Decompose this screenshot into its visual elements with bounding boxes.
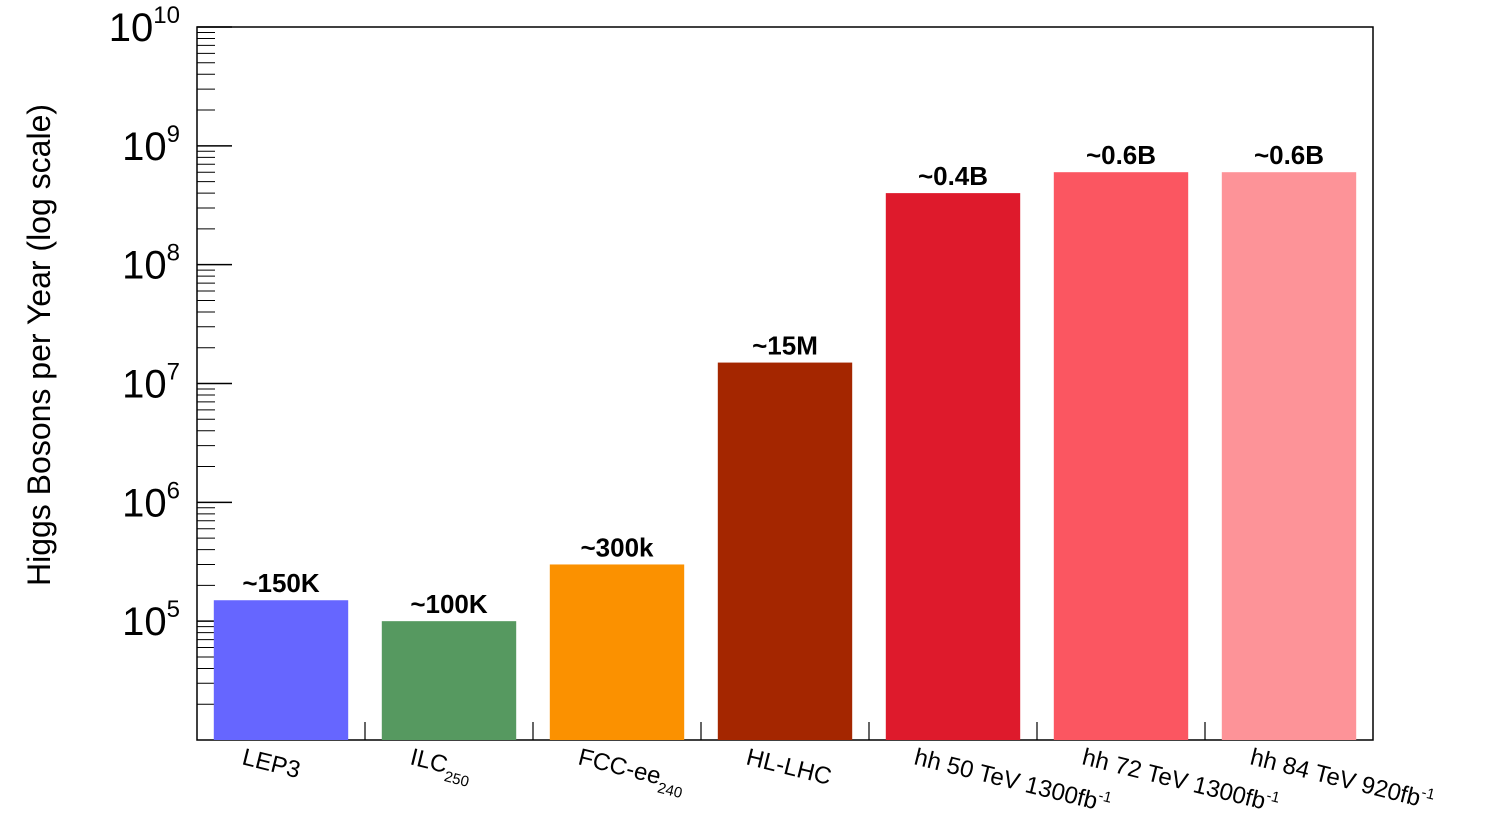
y-tick-exponent: 9 xyxy=(167,121,180,148)
bar xyxy=(381,621,517,740)
bar xyxy=(549,564,685,740)
y-tick-label: 107 xyxy=(122,359,180,407)
category-label-sup: -1 xyxy=(1420,784,1437,804)
bar-value-label: ~0.6B xyxy=(1086,140,1156,170)
category-label-sup: -1 xyxy=(1097,787,1114,807)
bar xyxy=(885,193,1021,740)
bar-value-label: ~150K xyxy=(242,568,320,598)
category-label-main: FCC-ee xyxy=(576,744,664,791)
category-label-main: LEP3 xyxy=(240,744,304,784)
y-tick-label: 108 xyxy=(122,240,180,288)
y-tick-base: 10 xyxy=(122,600,167,644)
y-tick-base: 10 xyxy=(122,125,167,169)
category-label: LEP3 xyxy=(240,744,304,784)
y-tick-base: 10 xyxy=(109,6,154,50)
bar xyxy=(717,362,853,740)
category-label: ILC250 xyxy=(406,744,475,791)
bar xyxy=(1053,172,1189,741)
y-axis-label: Higgs Bosons per Year (log scale) xyxy=(21,104,57,586)
category-label-sup: -1 xyxy=(1265,787,1282,807)
category-label-main: ILC xyxy=(408,744,451,779)
y-tick-exponent: 8 xyxy=(167,240,180,267)
category-label: HL-LHC xyxy=(744,744,835,791)
y-tick-label: 109 xyxy=(122,121,180,169)
y-tick-exponent: 7 xyxy=(167,359,180,386)
minor-ticks xyxy=(197,31,215,705)
y-tick-base: 10 xyxy=(122,481,167,525)
bar xyxy=(213,600,349,740)
y-tick-base: 10 xyxy=(122,363,167,407)
bar-value-label: ~0.6B xyxy=(1254,140,1324,170)
category-label: FCC-ee240 xyxy=(574,744,688,802)
y-tick-label: 1010 xyxy=(109,2,180,50)
y-tick-base: 10 xyxy=(122,244,167,288)
bars: ~150K ~100K ~300k ~15M ~0.4B ~0.6B ~0.6B xyxy=(213,140,1357,741)
bar-value-label: ~15M xyxy=(752,331,818,361)
y-tick-label: 105 xyxy=(122,596,180,644)
category-label-main: HL-LHC xyxy=(744,744,835,791)
category-label-sub: 240 xyxy=(656,779,684,802)
bar-value-label: ~0.4B xyxy=(918,161,988,191)
y-tick-exponent: 10 xyxy=(153,2,180,29)
category-label-sub: 250 xyxy=(442,768,470,791)
y-tick-exponent: 6 xyxy=(167,477,180,504)
bar-value-label: ~300k xyxy=(580,532,654,562)
y-tick-exponent: 5 xyxy=(167,596,180,623)
bar xyxy=(1221,172,1357,741)
y-tick-label: 106 xyxy=(122,477,180,525)
x-ticks xyxy=(364,722,1206,740)
category-labels: LEP3 ILC250 FCC-ee240 HL-LHC hh 50 TeV 1300f… xyxy=(240,744,1437,816)
bar-value-label: ~100K xyxy=(410,589,488,619)
category-label-main: hh 50 TeV 1300fb xyxy=(912,744,1101,816)
